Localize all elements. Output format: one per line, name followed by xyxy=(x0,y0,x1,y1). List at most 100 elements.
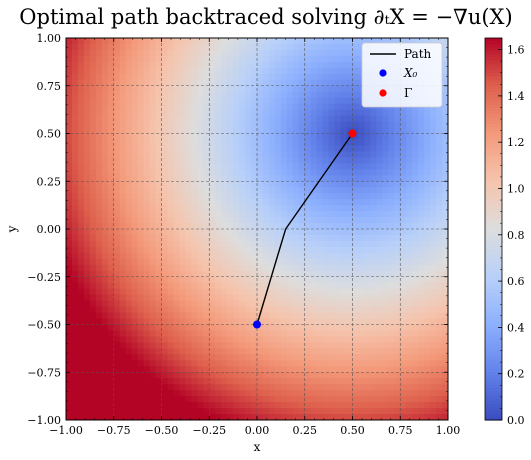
heatmap-cell xyxy=(143,127,151,135)
heatmap-cell xyxy=(191,384,198,391)
heatmap-cell xyxy=(215,55,222,63)
heatmap-cell xyxy=(328,217,336,224)
heatmap-cell xyxy=(304,211,312,218)
heatmap-cell xyxy=(358,324,366,332)
heatmap-cell xyxy=(137,91,145,99)
heatmap-cell xyxy=(352,43,360,51)
heatmap-cell xyxy=(66,115,73,123)
heatmap-cell xyxy=(376,109,383,117)
heatmap-cell xyxy=(328,199,336,206)
heatmap-cell xyxy=(382,38,389,45)
heatmap-cell xyxy=(107,300,115,308)
heatmap-cell xyxy=(310,79,318,87)
heatmap-cell xyxy=(209,408,216,415)
heatmap-cell xyxy=(185,348,192,355)
heatmap-cell xyxy=(358,378,366,385)
heatmap-cell xyxy=(257,354,264,361)
heatmap-cell xyxy=(203,38,210,45)
heatmap-cell xyxy=(119,378,127,385)
heatmap-cell xyxy=(400,348,407,355)
heatmap-cell xyxy=(113,85,121,93)
heatmap-cell xyxy=(137,103,145,111)
heatmap-cell xyxy=(274,151,282,158)
heatmap-cell xyxy=(436,336,443,344)
heatmap-cell xyxy=(310,360,318,367)
heatmap-cell xyxy=(358,246,366,254)
heatmap-cell xyxy=(119,38,127,45)
heatmap-cell xyxy=(83,396,91,403)
heatmap-cell xyxy=(298,288,306,296)
heatmap-cell xyxy=(364,354,372,361)
colorbar-segment xyxy=(485,139,502,144)
heatmap-cell xyxy=(286,402,294,409)
heatmap-cell xyxy=(328,246,336,254)
colorbar-segment xyxy=(485,397,502,402)
heatmap-cell xyxy=(388,336,395,344)
heatmap-cell xyxy=(352,354,360,361)
heatmap-cell xyxy=(95,246,103,254)
heatmap-cell xyxy=(239,264,246,272)
heatmap-cell xyxy=(376,366,383,373)
heatmap-cell xyxy=(262,151,270,158)
plot-marks xyxy=(253,129,357,329)
heatmap-cell xyxy=(358,127,366,135)
heatmap-cell xyxy=(364,336,372,344)
heatmap-cell xyxy=(268,43,276,51)
heatmap-cell xyxy=(143,282,151,290)
heatmap-cell xyxy=(119,43,127,51)
heatmap-cell xyxy=(155,43,163,51)
heatmap-cell xyxy=(418,145,425,153)
heatmap-cell xyxy=(173,246,181,254)
heatmap-cell xyxy=(418,258,425,266)
heatmap-cell xyxy=(400,157,407,164)
heatmap-cell xyxy=(221,181,228,188)
heatmap-cell xyxy=(155,73,163,81)
heatmap-cell xyxy=(430,264,437,272)
heatmap-cell xyxy=(370,324,377,332)
heatmap-cell xyxy=(233,205,240,212)
heatmap-cell xyxy=(215,348,222,355)
heatmap-cell xyxy=(430,360,437,367)
heatmap-cell xyxy=(167,217,175,224)
heatmap-cell xyxy=(394,211,401,218)
heatmap-cell xyxy=(257,234,264,242)
heatmap-cell xyxy=(197,324,204,332)
colorbar-segment xyxy=(485,321,502,326)
heatmap-cell xyxy=(119,175,127,182)
heatmap-cell xyxy=(388,402,395,409)
heatmap-cell xyxy=(95,402,103,409)
heatmap-cell xyxy=(334,127,342,135)
heatmap-cell xyxy=(143,49,151,57)
heatmap-cell xyxy=(251,294,258,302)
heatmap-cell xyxy=(173,91,181,99)
heatmap-cell xyxy=(227,127,234,135)
heatmap-cell xyxy=(89,55,97,63)
heatmap-cell xyxy=(167,163,175,170)
heatmap-cell xyxy=(304,234,312,242)
heatmap-cell xyxy=(280,276,288,284)
heatmap-cell xyxy=(257,270,264,278)
heatmap-cell xyxy=(352,378,360,385)
heatmap-cell xyxy=(388,145,395,153)
heatmap-cell xyxy=(101,79,109,87)
heatmap-cell xyxy=(131,43,139,51)
heatmap-cell xyxy=(280,264,288,272)
heatmap-cell xyxy=(394,378,401,385)
heatmap-cell xyxy=(251,121,258,129)
heatmap-cell xyxy=(358,258,366,266)
heatmap-cell xyxy=(71,169,79,176)
heatmap-cell xyxy=(388,193,395,200)
heatmap-cell xyxy=(364,169,372,176)
heatmap-cell xyxy=(304,318,312,326)
heatmap-cell xyxy=(340,330,348,338)
heatmap-cell xyxy=(316,402,324,409)
heatmap-cell xyxy=(394,133,401,141)
heatmap-cell xyxy=(257,378,264,385)
heatmap-cell xyxy=(268,133,276,141)
heatmap-cell xyxy=(131,121,139,129)
heatmap-cell xyxy=(66,234,73,242)
heatmap-cell xyxy=(131,205,139,212)
heatmap-cell xyxy=(418,264,425,272)
heatmap-cell xyxy=(394,300,401,308)
heatmap-cell xyxy=(155,276,163,284)
